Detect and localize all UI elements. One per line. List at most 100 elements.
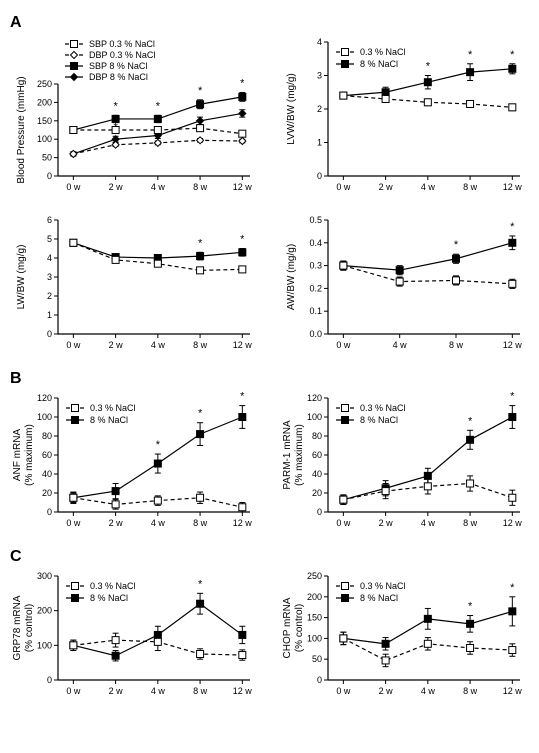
svg-text:150: 150 (307, 613, 322, 623)
svg-text:120: 120 (37, 393, 52, 403)
svg-text:*: * (198, 408, 203, 420)
svg-text:100: 100 (37, 134, 52, 144)
svg-text:*: * (156, 100, 161, 112)
svg-text:0.3 % NaCl: 0.3 % NaCl (360, 47, 406, 57)
svg-text:SBP 0.3 % NaCl: SBP 0.3 % NaCl (89, 39, 155, 49)
svg-text:2 w: 2 w (379, 518, 394, 528)
svg-text:4 w: 4 w (421, 182, 436, 192)
svg-text:200: 200 (37, 97, 52, 107)
svg-text:1: 1 (47, 310, 52, 320)
svg-text:200: 200 (37, 606, 52, 616)
svg-text:0 w: 0 w (66, 518, 81, 528)
svg-text:8 % NaCl: 8 % NaCl (90, 415, 128, 425)
svg-text:4 w: 4 w (421, 686, 436, 696)
svg-text:4 w: 4 w (151, 518, 166, 528)
svg-text:*: * (198, 237, 203, 249)
svg-text:100: 100 (37, 640, 52, 650)
svg-text:4 w: 4 w (151, 340, 166, 350)
svg-text:CHOP mRNA: CHOP mRNA (282, 597, 293, 658)
svg-text:0 w: 0 w (336, 182, 351, 192)
svg-text:2: 2 (317, 104, 322, 114)
chart-bp: SBP 0.3 % NaClDBP 0.3 % NaClSBP 8 % NaCl… (10, 34, 260, 204)
svg-text:2 w: 2 w (109, 182, 124, 192)
svg-text:*: * (510, 391, 515, 403)
chart-chop: 0501001502002500 w2 w4 w8 w12 wCHOP mRNA… (280, 568, 530, 708)
svg-text:0.3 % NaCl: 0.3 % NaCl (90, 403, 136, 413)
svg-text:12 w: 12 w (503, 182, 523, 192)
svg-text:2 w: 2 w (109, 340, 124, 350)
svg-text:4: 4 (47, 253, 52, 263)
svg-text:0.3 % NaCl: 0.3 % NaCl (90, 581, 136, 591)
svg-text:0.3 % NaCl: 0.3 % NaCl (360, 581, 406, 591)
svg-text:DBP 0.3 % NaCl: DBP 0.3 % NaCl (89, 50, 155, 60)
chart-anf: 0204060801001200 w2 w4 w8 w12 wANF mRNA(… (10, 390, 260, 540)
svg-text:100: 100 (307, 412, 322, 422)
svg-text:*: * (510, 582, 515, 594)
svg-text:4 w: 4 w (393, 340, 408, 350)
svg-text:0 w: 0 w (66, 686, 81, 696)
svg-text:0: 0 (47, 507, 52, 517)
svg-text:6: 6 (47, 215, 52, 225)
svg-text:8 % NaCl: 8 % NaCl (360, 415, 398, 425)
svg-text:0: 0 (317, 171, 322, 181)
svg-text:12 w: 12 w (233, 518, 253, 528)
svg-text:200: 200 (307, 592, 322, 602)
row-a1: SBP 0.3 % NaClDBP 0.3 % NaClSBP 8 % NaCl… (10, 34, 529, 204)
svg-text:4 w: 4 w (151, 686, 166, 696)
svg-text:Blood Pressure (mmHg): Blood Pressure (mmHg) (16, 76, 27, 183)
svg-text:*: * (156, 439, 161, 451)
svg-text:*: * (510, 49, 515, 61)
svg-text:0: 0 (47, 675, 52, 685)
svg-text:60: 60 (42, 450, 52, 460)
row-b: 0204060801001200 w2 w4 w8 w12 wANF mRNA(… (10, 390, 529, 540)
svg-text:12 w: 12 w (503, 518, 523, 528)
svg-text:8 w: 8 w (463, 686, 478, 696)
svg-text:0: 0 (47, 329, 52, 339)
svg-text:2: 2 (47, 291, 52, 301)
section-b-label: B (10, 370, 529, 388)
svg-text:300: 300 (37, 571, 52, 581)
svg-text:12 w: 12 w (233, 686, 253, 696)
svg-text:0.2: 0.2 (309, 283, 322, 293)
svg-text:1: 1 (317, 138, 322, 148)
svg-text:250: 250 (37, 79, 52, 89)
chart-parm: 0204060801001200 w2 w4 w8 w12 wPARM-1 mR… (280, 390, 530, 540)
svg-text:*: * (198, 102, 203, 114)
svg-text:8 w: 8 w (193, 686, 208, 696)
svg-text:8 w: 8 w (193, 340, 208, 350)
svg-text:*: * (240, 95, 245, 107)
svg-text:SBP 8 % NaCl: SBP 8 % NaCl (89, 61, 147, 71)
svg-text:3: 3 (317, 71, 322, 81)
svg-text:2 w: 2 w (379, 182, 394, 192)
svg-text:40: 40 (42, 469, 52, 479)
row-c: 01002003000 w2 w4 w8 w12 wGRP78 mRNA(% c… (10, 568, 529, 708)
svg-text:12 w: 12 w (233, 340, 253, 350)
svg-text:8 w: 8 w (463, 518, 478, 528)
svg-text:8 % NaCl: 8 % NaCl (360, 593, 398, 603)
svg-text:0.3: 0.3 (309, 261, 322, 271)
svg-text:*: * (240, 391, 245, 403)
svg-text:PARM-1 mRNA: PARM-1 mRNA (282, 420, 293, 490)
svg-text:2 w: 2 w (379, 686, 394, 696)
svg-text:5: 5 (47, 234, 52, 244)
svg-text:*: * (468, 415, 473, 427)
svg-text:0.5: 0.5 (309, 215, 322, 225)
svg-text:8 % NaCl: 8 % NaCl (90, 593, 128, 603)
chart-grp78: 01002003000 w2 w4 w8 w12 wGRP78 mRNA(% c… (10, 568, 260, 708)
svg-text:*: * (426, 61, 431, 73)
svg-text:4 w: 4 w (151, 182, 166, 192)
svg-text:*: * (240, 234, 245, 246)
svg-text:12 w: 12 w (503, 686, 523, 696)
svg-text:0 w: 0 w (66, 340, 81, 350)
svg-text:LVW/BW (mg/g): LVW/BW (mg/g) (286, 73, 297, 144)
svg-text:0: 0 (317, 507, 322, 517)
svg-text:8 % NaCl: 8 % NaCl (360, 59, 398, 69)
svg-text:0.0: 0.0 (309, 329, 322, 339)
svg-text:4 w: 4 w (421, 518, 436, 528)
svg-text:250: 250 (307, 571, 322, 581)
svg-text:*: * (198, 85, 203, 97)
svg-text:0 w: 0 w (336, 518, 351, 528)
svg-text:120: 120 (307, 393, 322, 403)
svg-text:3: 3 (47, 272, 52, 282)
svg-text:40: 40 (312, 469, 322, 479)
